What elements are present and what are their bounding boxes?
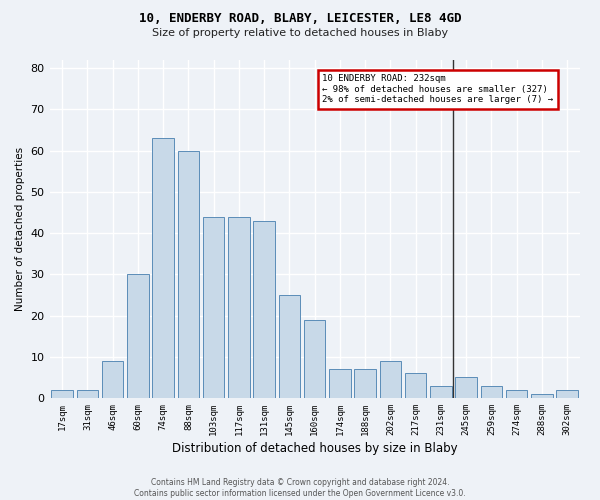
Bar: [77, 390, 98, 398]
Bar: [455, 378, 477, 398]
Y-axis label: Number of detached properties: Number of detached properties: [15, 147, 25, 311]
Bar: [506, 390, 527, 398]
Bar: [152, 138, 174, 398]
Text: Size of property relative to detached houses in Blaby: Size of property relative to detached ho…: [152, 28, 448, 38]
Text: 10, ENDERBY ROAD, BLABY, LEICESTER, LE8 4GD: 10, ENDERBY ROAD, BLABY, LEICESTER, LE8 …: [139, 12, 461, 26]
Bar: [178, 150, 199, 398]
Bar: [430, 386, 452, 398]
Bar: [52, 390, 73, 398]
X-axis label: Distribution of detached houses by size in Blaby: Distribution of detached houses by size …: [172, 442, 457, 455]
Bar: [380, 361, 401, 398]
Bar: [203, 216, 224, 398]
Bar: [329, 369, 350, 398]
Bar: [531, 394, 553, 398]
Text: 10 ENDERBY ROAD: 232sqm
← 98% of detached houses are smaller (327)
2% of semi-de: 10 ENDERBY ROAD: 232sqm ← 98% of detache…: [322, 74, 553, 104]
Bar: [405, 373, 427, 398]
Bar: [102, 361, 124, 398]
Bar: [228, 216, 250, 398]
Bar: [481, 386, 502, 398]
Bar: [556, 390, 578, 398]
Bar: [253, 220, 275, 398]
Text: Contains HM Land Registry data © Crown copyright and database right 2024.
Contai: Contains HM Land Registry data © Crown c…: [134, 478, 466, 498]
Bar: [278, 295, 300, 398]
Bar: [355, 369, 376, 398]
Bar: [304, 320, 325, 398]
Bar: [127, 274, 149, 398]
